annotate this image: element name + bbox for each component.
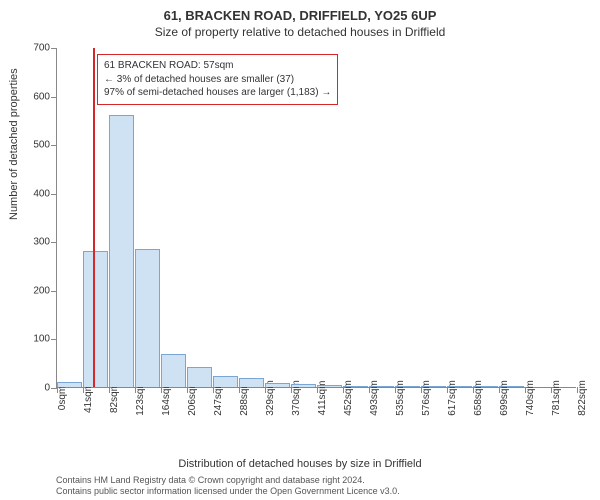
histogram-bar (343, 386, 368, 387)
histogram-bar (239, 378, 264, 387)
histogram-bar (421, 386, 446, 387)
y-tick (51, 291, 57, 292)
y-tick-label: 100 (20, 334, 50, 345)
histogram-bar (447, 386, 472, 387)
info-box-line: 97% of semi-detached houses are larger (… (104, 86, 331, 100)
y-tick (51, 242, 57, 243)
histogram-bar (109, 115, 134, 387)
y-axis-label: Number of detached properties (8, 68, 20, 220)
y-tick (51, 48, 57, 49)
x-tick-label: 781sqm (551, 380, 562, 416)
y-tick-label: 600 (20, 91, 50, 102)
y-tick (51, 339, 57, 340)
x-tick-label: 0sqm (57, 386, 68, 410)
x-tick-label: 82sqm (109, 383, 120, 413)
histogram-bar (213, 376, 238, 387)
y-tick (51, 145, 57, 146)
attribution-footer: Contains HM Land Registry data © Crown c… (56, 475, 400, 498)
footer-line-2: Contains public sector information licen… (56, 486, 400, 498)
marker-line (93, 48, 95, 387)
footer-line-1: Contains HM Land Registry data © Crown c… (56, 475, 400, 487)
y-tick (51, 194, 57, 195)
histogram-bar (83, 251, 108, 387)
page-subtitle: Size of property relative to detached ho… (0, 23, 600, 43)
histogram-bar (369, 386, 394, 387)
y-tick (51, 97, 57, 98)
y-tick-label: 0 (20, 383, 50, 394)
plot-area: 01002003004005006007000sqm41sqm82sqm123s… (56, 48, 576, 388)
histogram-bar (265, 383, 290, 387)
y-tick-label: 700 (20, 43, 50, 54)
histogram-bar (395, 386, 420, 387)
x-tick-label: 822sqm (577, 380, 588, 416)
info-box-line: ← 3% of detached houses are smaller (37) (104, 73, 331, 87)
histogram-bar (291, 384, 316, 387)
page-title: 61, BRACKEN ROAD, DRIFFIELD, YO25 6UP (0, 0, 600, 23)
info-box: 61 BRACKEN ROAD: 57sqm← 3% of detached h… (97, 54, 338, 105)
y-tick-label: 300 (20, 237, 50, 248)
x-tick-label: 41sqm (83, 383, 94, 413)
y-tick-label: 200 (20, 285, 50, 296)
x-axis-label: Distribution of detached houses by size … (0, 458, 600, 470)
y-tick-label: 500 (20, 140, 50, 151)
histogram-bar (135, 249, 160, 387)
histogram-bar (187, 367, 212, 387)
histogram-bar (317, 385, 342, 387)
histogram-bar (499, 386, 524, 387)
info-box-line: 61 BRACKEN ROAD: 57sqm (104, 59, 331, 73)
y-tick-label: 400 (20, 188, 50, 199)
histogram-bar (161, 354, 186, 387)
chart-container: 01002003004005006007000sqm41sqm82sqm123s… (56, 48, 576, 418)
x-tick-label: 740sqm (525, 380, 536, 416)
histogram-bar (473, 386, 498, 387)
histogram-bar (57, 382, 82, 387)
